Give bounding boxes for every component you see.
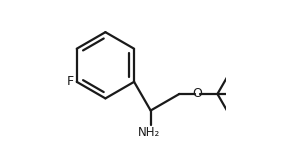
Text: NH₂: NH₂ [138,126,160,139]
Text: O: O [193,88,203,101]
Text: F: F [67,75,74,88]
